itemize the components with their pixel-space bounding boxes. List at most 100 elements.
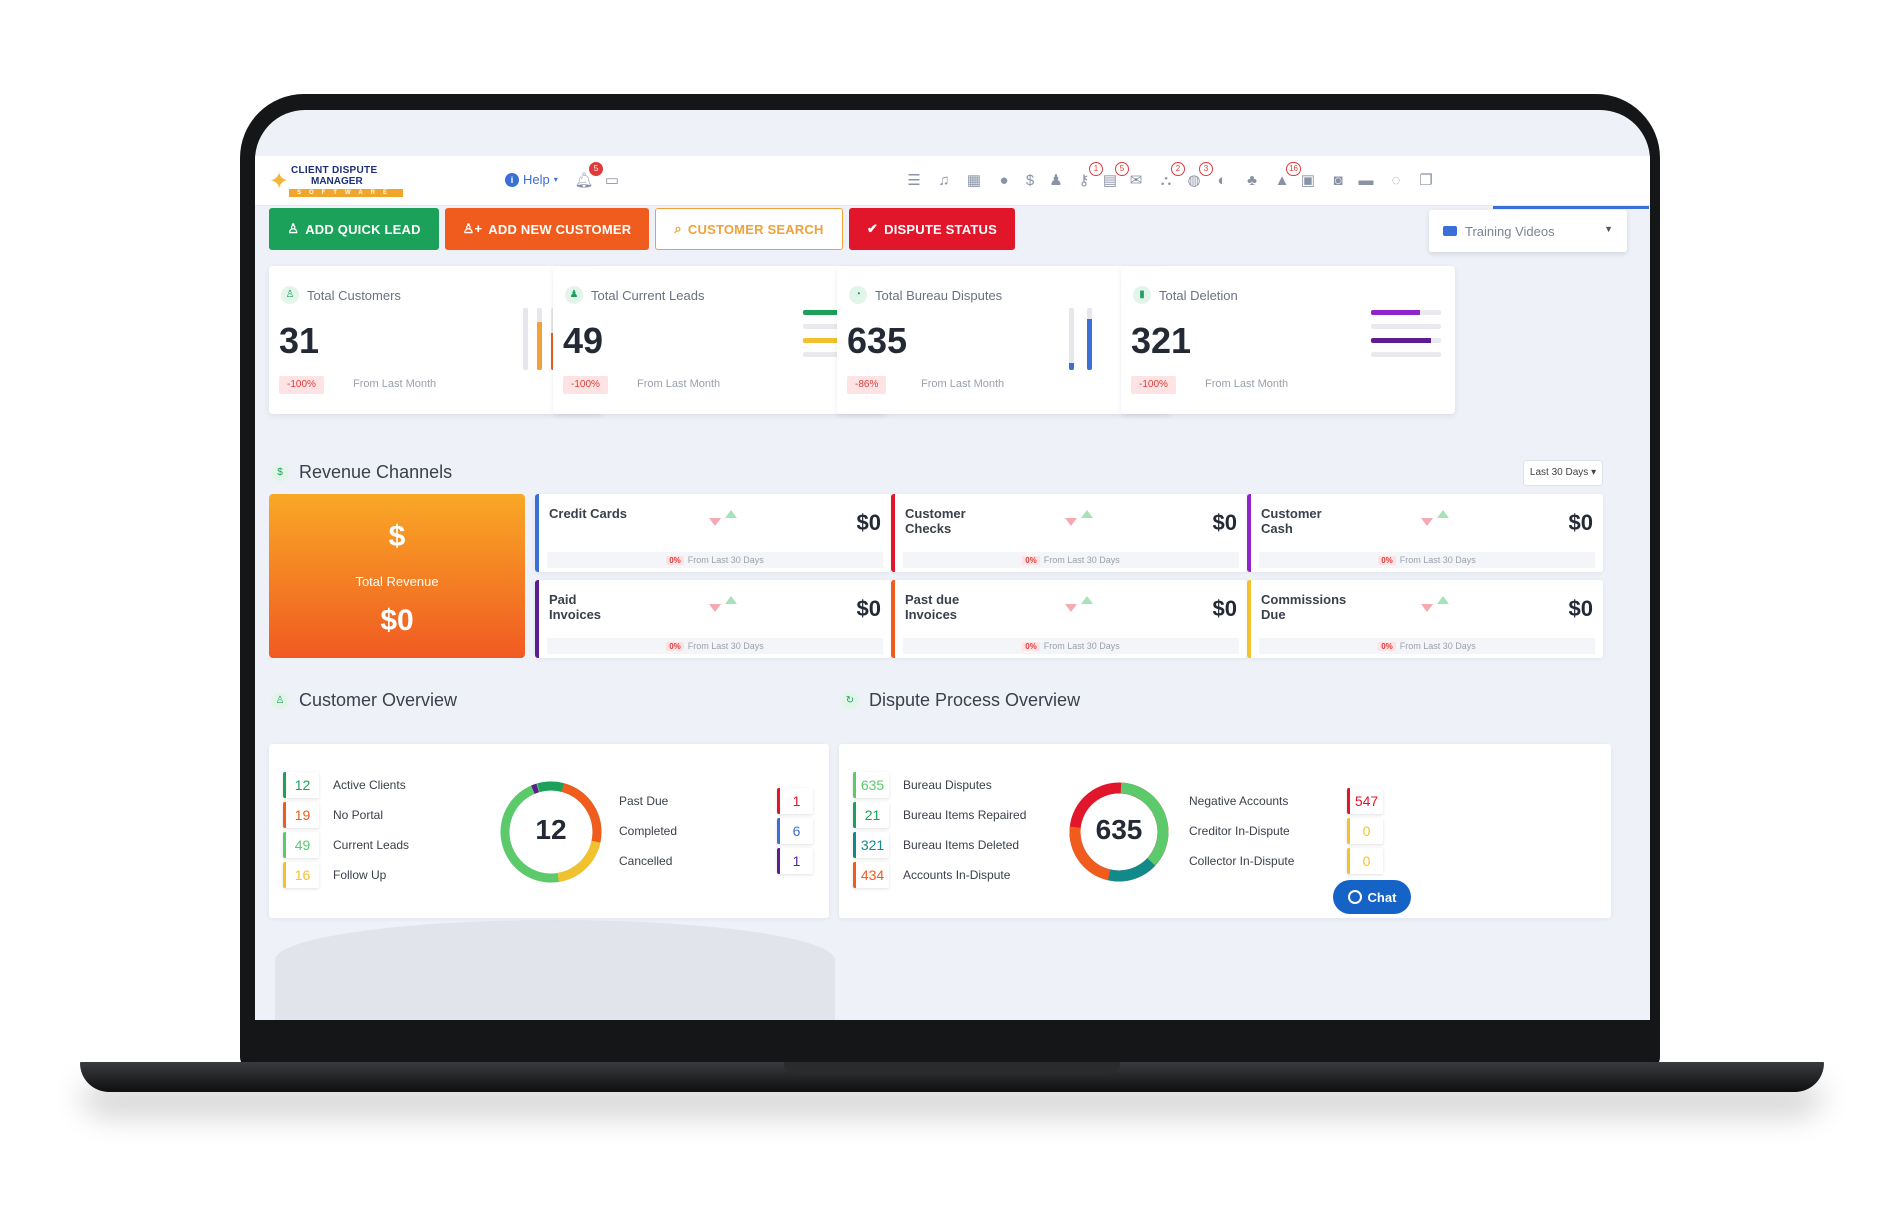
trend-down-icon bbox=[1065, 518, 1077, 526]
key-icon[interactable]: ⚷ 1 bbox=[1073, 162, 1103, 192]
cancelled-count[interactable]: 1 bbox=[777, 848, 813, 874]
users-icon[interactable]: ♟ bbox=[1049, 172, 1063, 189]
overview-row[interactable]: 16 Follow Up bbox=[283, 862, 386, 888]
overview-row[interactable]: 21 Bureau Items Repaired bbox=[853, 802, 1026, 828]
overview-row[interactable]: 19 No Portal bbox=[283, 802, 383, 828]
overview-row[interactable]: 321 Bureau Items Deleted bbox=[853, 832, 1019, 858]
revenue-card-paid-invoices[interactable]: Paid Invoices $0 0% From Last 30 Days bbox=[535, 580, 891, 658]
chevron-down-icon: ▼ bbox=[1604, 224, 1613, 234]
trend-down-icon bbox=[1065, 604, 1077, 612]
donut-segment-deleted bbox=[1069, 782, 1169, 882]
top-navbar: ✦ CLIENT DISPUTE MANAGER SOFTWARE i Help… bbox=[255, 156, 1650, 206]
money-icon[interactable]: ◙ bbox=[1333, 172, 1343, 189]
alert-badge: 16 bbox=[1286, 162, 1301, 176]
stat-card-total-current-leads[interactable]: ♟ Total Current Leads 49 -100% From Last… bbox=[553, 266, 887, 414]
info-icon: i bbox=[505, 172, 519, 187]
stat-card-total-bureau-disputes[interactable]: ◔ Total Bureau Disputes 635 -86% From La… bbox=[837, 266, 1171, 414]
trend-down-icon bbox=[1421, 518, 1433, 526]
trend-up-icon bbox=[1081, 510, 1093, 518]
customer-overview-heading: ♙ Customer Overview bbox=[271, 690, 457, 711]
info-circle-icon[interactable]: ◍ 3 bbox=[1183, 162, 1213, 192]
trend-up-icon bbox=[1437, 510, 1449, 518]
trend-up-icon bbox=[725, 596, 737, 604]
customer-donut-chart bbox=[500, 781, 602, 883]
overview-row[interactable]: 434 Accounts In-Dispute bbox=[853, 862, 1010, 888]
chevron-down-icon: ▾ bbox=[1591, 467, 1597, 478]
mini-bar bbox=[537, 308, 542, 370]
chat-button[interactable]: Chat bbox=[1333, 880, 1411, 914]
mini-bar bbox=[1087, 308, 1092, 370]
user-plus-icon: ♙+ bbox=[462, 221, 483, 236]
info-badge: 3 bbox=[1199, 162, 1213, 176]
tray-icon[interactable]: ▬ bbox=[1358, 172, 1374, 189]
revenue-card-past-due-invoices[interactable]: Past due Invoices $0 0% From Last 30 Days bbox=[891, 580, 1247, 658]
total-revenue-card[interactable]: $ Total Revenue $0 bbox=[269, 494, 525, 658]
bell-icon[interactable]: ♫ bbox=[938, 172, 950, 189]
help-menu[interactable]: i Help ▾ bbox=[505, 172, 558, 187]
trend-down-icon bbox=[709, 604, 721, 612]
building-icon[interactable]: ▦ bbox=[966, 172, 982, 189]
dispute-donut-value: 635 bbox=[1095, 814, 1143, 845]
trend-up-icon bbox=[725, 510, 737, 518]
negative-accounts-count[interactable]: 547 bbox=[1347, 788, 1383, 814]
dispute-status-button[interactable]: ✔ DISPUTE STATUS bbox=[849, 208, 1015, 250]
user-icon: ♙ bbox=[271, 691, 289, 710]
mail-icon[interactable]: ✉ bbox=[1129, 172, 1143, 189]
revenue-card-credit-cards[interactable]: Credit Cards $0 0% From Last 30 Days bbox=[535, 494, 891, 572]
creditor-in-dispute-count[interactable]: 0 bbox=[1347, 818, 1383, 844]
overview-row[interactable]: 635 Bureau Disputes bbox=[853, 772, 992, 798]
active-indicator bbox=[1493, 206, 1649, 209]
overview-row[interactable]: 49 Current Leads bbox=[283, 832, 409, 858]
org-chart-icon[interactable]: ⛬ 2 bbox=[1155, 162, 1185, 192]
donut-segment-completed bbox=[500, 781, 602, 883]
team-icon[interactable]: ♣ bbox=[1247, 172, 1257, 189]
trend-down-icon bbox=[1421, 604, 1433, 612]
refresh-icon: ↻ bbox=[841, 691, 859, 710]
trend-up-icon bbox=[1081, 596, 1093, 604]
mini-bar bbox=[523, 308, 528, 370]
past-due-count[interactable]: 1 bbox=[777, 788, 813, 814]
video-camera-icon bbox=[1443, 226, 1457, 236]
add-quick-lead-button[interactable]: ♙ ADD QUICK LEAD bbox=[269, 208, 439, 250]
chevron-down-icon: ▾ bbox=[553, 175, 558, 184]
users-icon: ♟ bbox=[565, 286, 583, 304]
globe-icon[interactable]: ◐ bbox=[1217, 172, 1227, 189]
revenue-card-customer-cash[interactable]: Customer Cash $0 0% From Last 30 Days bbox=[1247, 494, 1603, 572]
revenue-card-customer-checks[interactable]: Customer Checks $0 0% From Last 30 Days bbox=[891, 494, 1247, 572]
list-icon[interactable]: ☰ bbox=[907, 172, 921, 189]
training-videos-select[interactable]: Training Videos ▼ bbox=[1429, 210, 1627, 252]
user-icon: ♙ bbox=[287, 221, 300, 236]
overview-row[interactable]: 12 Active Clients bbox=[283, 772, 406, 798]
app-logo[interactable]: ✦ CLIENT DISPUTE MANAGER SOFTWARE bbox=[269, 162, 403, 200]
alert-icon[interactable]: ▲ 16 bbox=[1271, 162, 1301, 192]
user-icon[interactable]: ● bbox=[999, 172, 1009, 189]
notification-bell-icon[interactable]: 🔔︎ 5 bbox=[573, 162, 603, 192]
dispute-donut-chart bbox=[1069, 782, 1169, 882]
dollar-icon[interactable]: $ bbox=[1025, 172, 1035, 189]
check-circle-icon: ✔ bbox=[867, 221, 879, 236]
date-range-select[interactable]: Last 30 Days ▾ bbox=[1523, 460, 1603, 486]
hand-dollar-icon: $ bbox=[388, 520, 406, 553]
laptop-notch bbox=[784, 1062, 1120, 1074]
completed-count[interactable]: 6 bbox=[777, 818, 813, 844]
customer-overview-panel: 12 Active Clients 19 No Portal 49 Curren… bbox=[269, 744, 829, 918]
trend-down-icon bbox=[709, 518, 721, 526]
mini-bar bbox=[1069, 308, 1074, 370]
trend-up-icon bbox=[1437, 596, 1449, 604]
card-icon[interactable]: ▭ bbox=[604, 172, 620, 189]
revenue-card-commissions-due[interactable]: Commissions Due $0 0% From Last 30 Days bbox=[1247, 580, 1603, 658]
chat-bubbles-icon[interactable]: ◌ bbox=[1391, 172, 1401, 189]
search-icon: ⌕ bbox=[674, 221, 682, 236]
chat-icon: ◔ bbox=[849, 286, 867, 304]
copy-icon[interactable]: ❐ bbox=[1419, 172, 1433, 189]
change-badge: -86% bbox=[847, 376, 887, 394]
inbox-icon[interactable]: ▣ bbox=[1300, 172, 1316, 189]
document-icon[interactable]: ▤ 5 bbox=[1099, 162, 1129, 192]
collector-in-dispute-count[interactable]: 0 bbox=[1347, 848, 1383, 874]
key-badge: 1 bbox=[1089, 162, 1103, 176]
mini-bar bbox=[1371, 324, 1441, 329]
add-new-customer-button[interactable]: ♙+ ADD NEW CUSTOMER bbox=[445, 208, 649, 250]
customer-search-button[interactable]: ⌕ CUSTOMER SEARCH bbox=[655, 208, 843, 250]
stat-card-total-deletion[interactable]: ▮ Total Deletion 321 -100% From Last Mon… bbox=[1121, 266, 1455, 414]
